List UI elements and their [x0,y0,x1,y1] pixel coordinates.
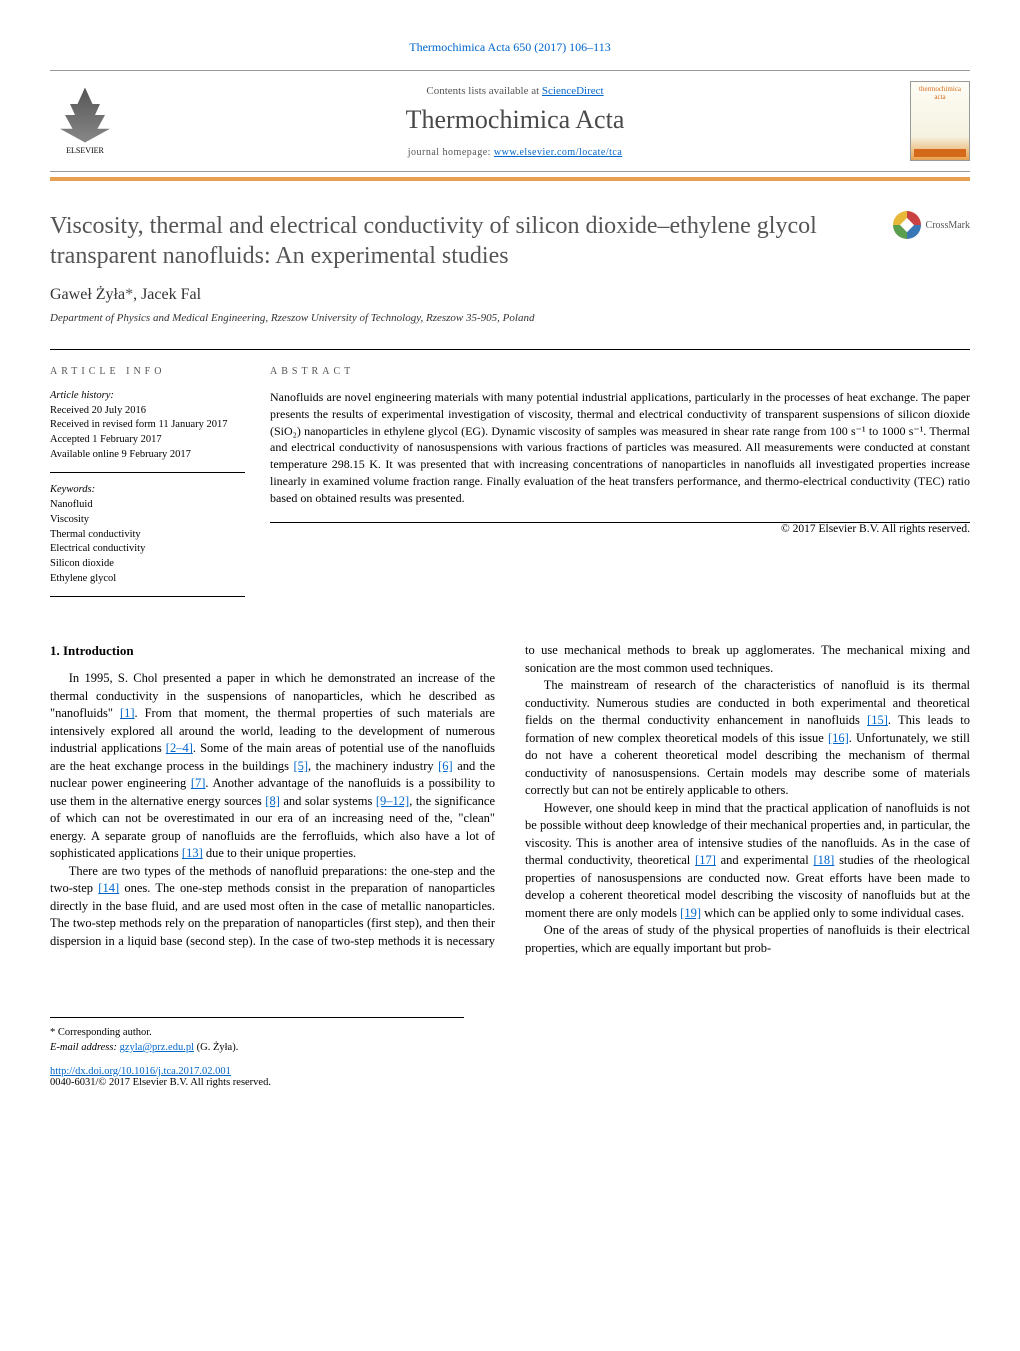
ref-link[interactable]: [9–12] [376,794,409,808]
ref-link[interactable]: [8] [265,794,280,808]
affiliation: Department of Physics and Medical Engine… [50,312,970,324]
homepage-line: journal homepage: www.elsevier.com/locat… [120,147,910,158]
corresponding-mark: * [125,286,133,303]
ref-link[interactable]: [19] [680,906,701,920]
publisher-name: ELSEVIER [66,146,104,155]
keyword-item: Viscosity [50,513,245,528]
ref-link[interactable]: [2–4] [166,741,193,755]
history-revised: Received in revised form 11 January 2017 [50,418,245,433]
article-history-block: Article history: Received 20 July 2016 R… [50,389,245,473]
corresponding-label: * Corresponding author. [50,1026,464,1041]
author-2: Jacek Fal [141,286,201,303]
homepage-link[interactable]: www.elsevier.com/locate/tca [494,147,622,158]
body-paragraph: The mainstream of research of the charac… [525,677,970,800]
ref-link[interactable]: [13] [182,846,203,860]
ref-link[interactable]: [17] [695,853,716,867]
history-online: Available online 9 February 2017 [50,448,245,463]
corresponding-footer: * Corresponding author. E-mail address: … [50,1017,464,1055]
issn-copyright: 0040-6031/© 2017 Elsevier B.V. All right… [50,1077,271,1088]
email-suffix: (G. Żyła). [194,1042,238,1053]
body-paragraph: In 1995, S. Chol presented a paper in wh… [50,670,495,863]
journal-title: Thermochimica Acta [120,105,910,135]
crossmark-label: CrossMark [926,220,970,231]
section-heading: 1. Introduction [50,642,495,660]
ref-link[interactable]: [18] [813,853,834,867]
ref-link[interactable]: [1] [120,706,135,720]
ref-link[interactable]: [15] [867,713,888,727]
ref-link[interactable]: [7] [191,776,206,790]
contents-prefix: Contents lists available at [426,85,541,97]
authors-line: Gaweł Żyła*, Jacek Fal [50,286,970,304]
crossmark-badge[interactable]: CrossMark [893,211,970,239]
contents-available-line: Contents lists available at ScienceDirec… [120,85,910,97]
abstract-heading: ABSTRACT [270,365,970,379]
body-paragraph: One of the areas of study of the physica… [525,922,970,957]
keyword-item: Silicon dioxide [50,557,245,572]
keyword-item: Thermal conductivity [50,528,245,543]
ref-link[interactable]: [14] [98,881,119,895]
doi-link[interactable]: http://dx.doi.org/10.1016/j.tca.2017.02.… [50,1066,231,1077]
article-info-heading: ARTICLE INFO [50,365,245,379]
keyword-item: Electrical conductivity [50,542,245,557]
citation-header: Thermochimica Acta 650 (2017) 106–113 [50,40,970,55]
cover-thumb-title: thermochimica acta [914,85,966,101]
keyword-item: Nanofluid [50,498,245,513]
history-accepted: Accepted 1 February 2017 [50,433,245,448]
elsevier-logo: ELSEVIER [50,81,120,161]
body-text: 1. Introduction In 1995, S. Chol present… [50,642,970,957]
sciencedirect-link[interactable]: ScienceDirect [542,85,604,97]
article-title: Viscosity, thermal and electrical conduc… [50,211,893,271]
ref-link[interactable]: [6] [438,759,453,773]
author-1: Gaweł Żyła [50,286,125,303]
body-paragraph: However, one should keep in mind that th… [525,800,970,923]
abstract-text: Nanofluids are novel engineering materia… [270,389,970,523]
keywords-block: Keywords: Nanofluid Viscosity Thermal co… [50,483,245,597]
email-label: E-mail address: [50,1042,120,1053]
keyword-item: Ethylene glycol [50,572,245,587]
author-separator: , [133,286,141,303]
ref-link[interactable]: [5] [293,759,308,773]
keywords-label: Keywords: [50,483,245,498]
cover-band-icon [914,149,966,157]
abstract-copyright: © 2017 Elsevier B.V. All rights reserved… [270,521,970,537]
accent-bar [50,177,970,181]
homepage-prefix: journal homepage: [408,147,494,158]
journal-header-box: ELSEVIER Contents lists available at Sci… [50,70,970,172]
ref-link[interactable]: [16] [828,731,849,745]
history-received: Received 20 July 2016 [50,404,245,419]
crossmark-icon [893,211,921,239]
journal-cover-thumb: thermochimica acta [910,81,970,161]
elsevier-tree-icon [60,88,110,143]
corresponding-email-line: E-mail address: gzyla@prz.edu.pl (G. Żył… [50,1041,464,1056]
history-label: Article history: [50,389,245,404]
doi-block: http://dx.doi.org/10.1016/j.tca.2017.02.… [50,1066,970,1088]
email-link[interactable]: gzyla@prz.edu.pl [120,1042,194,1053]
